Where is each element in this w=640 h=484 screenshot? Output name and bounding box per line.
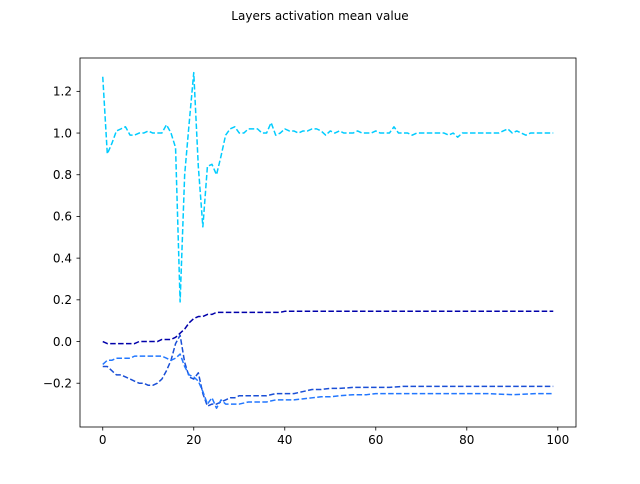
plot-area: 0 20 40 60 80 100 −0.2 0.0 0.2 0.4 0.6 0.8 1.0 1.2 — [43, 57, 577, 447]
series-line-1 — [102, 71, 554, 303]
x-tick-label: 60 — [368, 433, 383, 447]
series-line-3 — [102, 334, 554, 407]
x-tick-label: 0 — [99, 433, 107, 447]
x-tick-label: 20 — [186, 433, 201, 447]
y-tick-label: 1.0 — [53, 126, 72, 140]
series-line-4 — [102, 353, 554, 409]
y-tick-label: 0.8 — [53, 168, 72, 182]
series-line-2 — [102, 310, 554, 345]
x-tick-label: 40 — [277, 433, 292, 447]
chart-title: Layers activation mean value — [231, 9, 408, 23]
y-tick-label: −0.2 — [43, 377, 72, 391]
y-tick-label: 0.2 — [53, 293, 72, 307]
x-tick-label: 100 — [546, 433, 569, 447]
y-tick-label: 1.2 — [53, 85, 72, 99]
axes-frame — [79, 57, 577, 428]
y-tick-label: 0.0 — [53, 335, 72, 349]
y-tick-label: 0.4 — [53, 251, 72, 265]
x-tick-label: 80 — [459, 433, 474, 447]
y-tick-label: 0.6 — [53, 210, 72, 224]
